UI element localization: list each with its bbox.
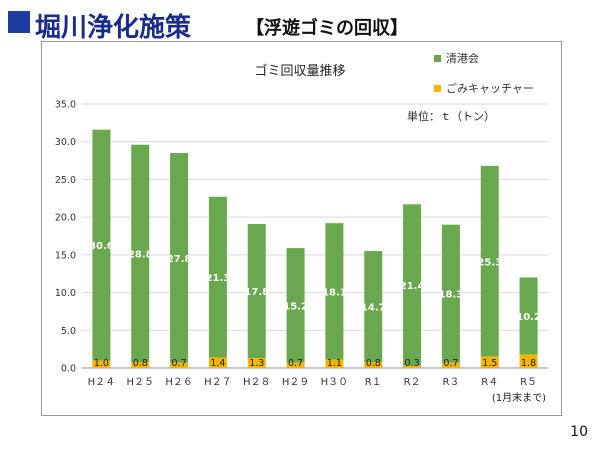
x-tick-label: H２９	[282, 377, 310, 388]
y-tick-label: 10.0	[55, 288, 76, 299]
x-tick-label: H２８	[243, 377, 271, 388]
x-tick-label: R３	[442, 377, 459, 388]
y-tick-label: 0.0	[61, 364, 76, 375]
legend-swatch	[434, 55, 441, 62]
legend-swatch	[434, 85, 441, 92]
bar-segment-seikokai	[131, 144, 150, 362]
data-label-gomi-catcher: 1.4	[210, 358, 225, 369]
x-tick-label: H２７	[204, 377, 232, 388]
x-tick-label: R５	[520, 377, 537, 388]
bar-segment-gomi-catcher	[441, 362, 460, 368]
data-label-gomi-catcher: 0.7	[172, 358, 187, 369]
chart-title: ゴミ回収量推移	[254, 63, 345, 79]
data-label-seikokai: 21.3	[206, 273, 231, 284]
x-axis-note: (1月末まで)	[492, 391, 546, 404]
bar-segment-gomi-catcher	[92, 360, 111, 368]
data-label-gomi-catcher: 0.8	[133, 358, 148, 369]
bar-segment-gomi-catcher	[519, 354, 538, 368]
data-label-gomi-catcher: 1.3	[249, 358, 264, 369]
page-number: 10	[570, 424, 588, 440]
y-tick-label: 5.0	[61, 326, 76, 337]
bar-segment-seikokai	[364, 251, 383, 362]
data-label-seikokai: 27.8	[167, 254, 192, 265]
bar-segment-gomi-catcher	[286, 362, 305, 368]
chart-panel: 0.0 5.0 10.0 15.0 20.0 25.0 30.0 35.0 30.6 1.0 H２４…	[41, 41, 562, 416]
bar-segment-seikokai	[519, 277, 538, 355]
data-label-gomi-catcher: 1.0	[94, 358, 109, 369]
bar-segment-gomi-catcher	[247, 358, 266, 368]
bar-segment-seikokai	[208, 196, 227, 358]
bar-segment-gomi-catcher	[480, 356, 499, 368]
legend-label: 清港会	[446, 52, 479, 65]
data-label-gomi-catcher: 0.3	[405, 358, 420, 369]
data-label-seikokai: 21.4	[400, 281, 425, 292]
title-square-icon	[8, 11, 30, 33]
y-tick-label: 35.0	[55, 100, 76, 111]
x-tick-label: H２５	[126, 377, 154, 388]
bar-segment-gomi-catcher	[208, 357, 227, 368]
x-tick-label: R２	[404, 377, 421, 388]
bar-segment-seikokai	[403, 204, 422, 366]
bar-segment-gomi-catcher	[403, 365, 422, 368]
bar-segment-seikokai	[286, 248, 305, 363]
data-label-gomi-catcher: 1.5	[482, 358, 497, 369]
y-tick-label: 25.0	[55, 175, 76, 186]
data-label-gomi-catcher: 1.8	[521, 358, 536, 369]
data-label-gomi-catcher: 0.7	[288, 358, 303, 369]
x-tick-label: H２６	[165, 377, 193, 388]
bar-segment-seikokai	[247, 223, 266, 359]
data-label-seikokai: 10.2	[516, 312, 541, 323]
bar-segment-seikokai	[480, 165, 499, 357]
bar-segment-gomi-catcher	[325, 359, 344, 368]
x-tick-label: R１	[365, 377, 382, 388]
data-label-seikokai: 18.3	[439, 290, 464, 301]
unit-note: 単位：ｔ（トン）	[407, 109, 495, 123]
bar-segment-seikokai	[170, 153, 189, 363]
bar-segment-gomi-catcher	[170, 362, 189, 368]
data-label-seikokai: 25.3	[477, 257, 502, 268]
y-tick-label: 20.0	[55, 213, 76, 224]
x-tick-label: R４	[481, 377, 498, 388]
data-label-seikokai: 18.1	[322, 287, 347, 298]
data-label-seikokai: 28.8	[128, 249, 153, 260]
bar-segment-gomi-catcher	[131, 361, 150, 368]
x-tick-label: H３０	[321, 377, 349, 388]
data-label-gomi-catcher: 0.7	[443, 358, 458, 369]
y-tick-label: 15.0	[55, 250, 76, 261]
slide-header: 堀川浄化施策 【浮遊ゴミの回収】	[8, 6, 598, 43]
data-label-seikokai: 17.8	[244, 287, 269, 298]
slide-subtitle: 【浮遊ゴミの回収】	[246, 18, 408, 39]
data-label-gomi-catcher: 0.8	[366, 358, 381, 369]
chart-svg: 0.0 5.0 10.0 15.0 20.0 25.0 30.0 35.0 30.6 1.0 H２４…	[55, 52, 548, 404]
data-label-seikokai: 30.6	[89, 241, 114, 252]
bar-segment-gomi-catcher	[364, 361, 383, 368]
y-tick-label: 30.0	[55, 137, 76, 148]
data-label-seikokai: 15.2	[283, 301, 308, 312]
x-tick-label: H２４	[88, 377, 116, 388]
bar-segment-seikokai	[92, 129, 111, 361]
bar-segment-seikokai	[441, 224, 460, 363]
data-label-seikokai: 14.7	[361, 303, 386, 314]
legend-label: ごみキャッチャー	[446, 81, 534, 95]
data-label-gomi-catcher: 1.1	[327, 358, 342, 369]
bar-segment-seikokai	[325, 223, 344, 360]
slide-title: 堀川浄化施策	[35, 13, 192, 43]
